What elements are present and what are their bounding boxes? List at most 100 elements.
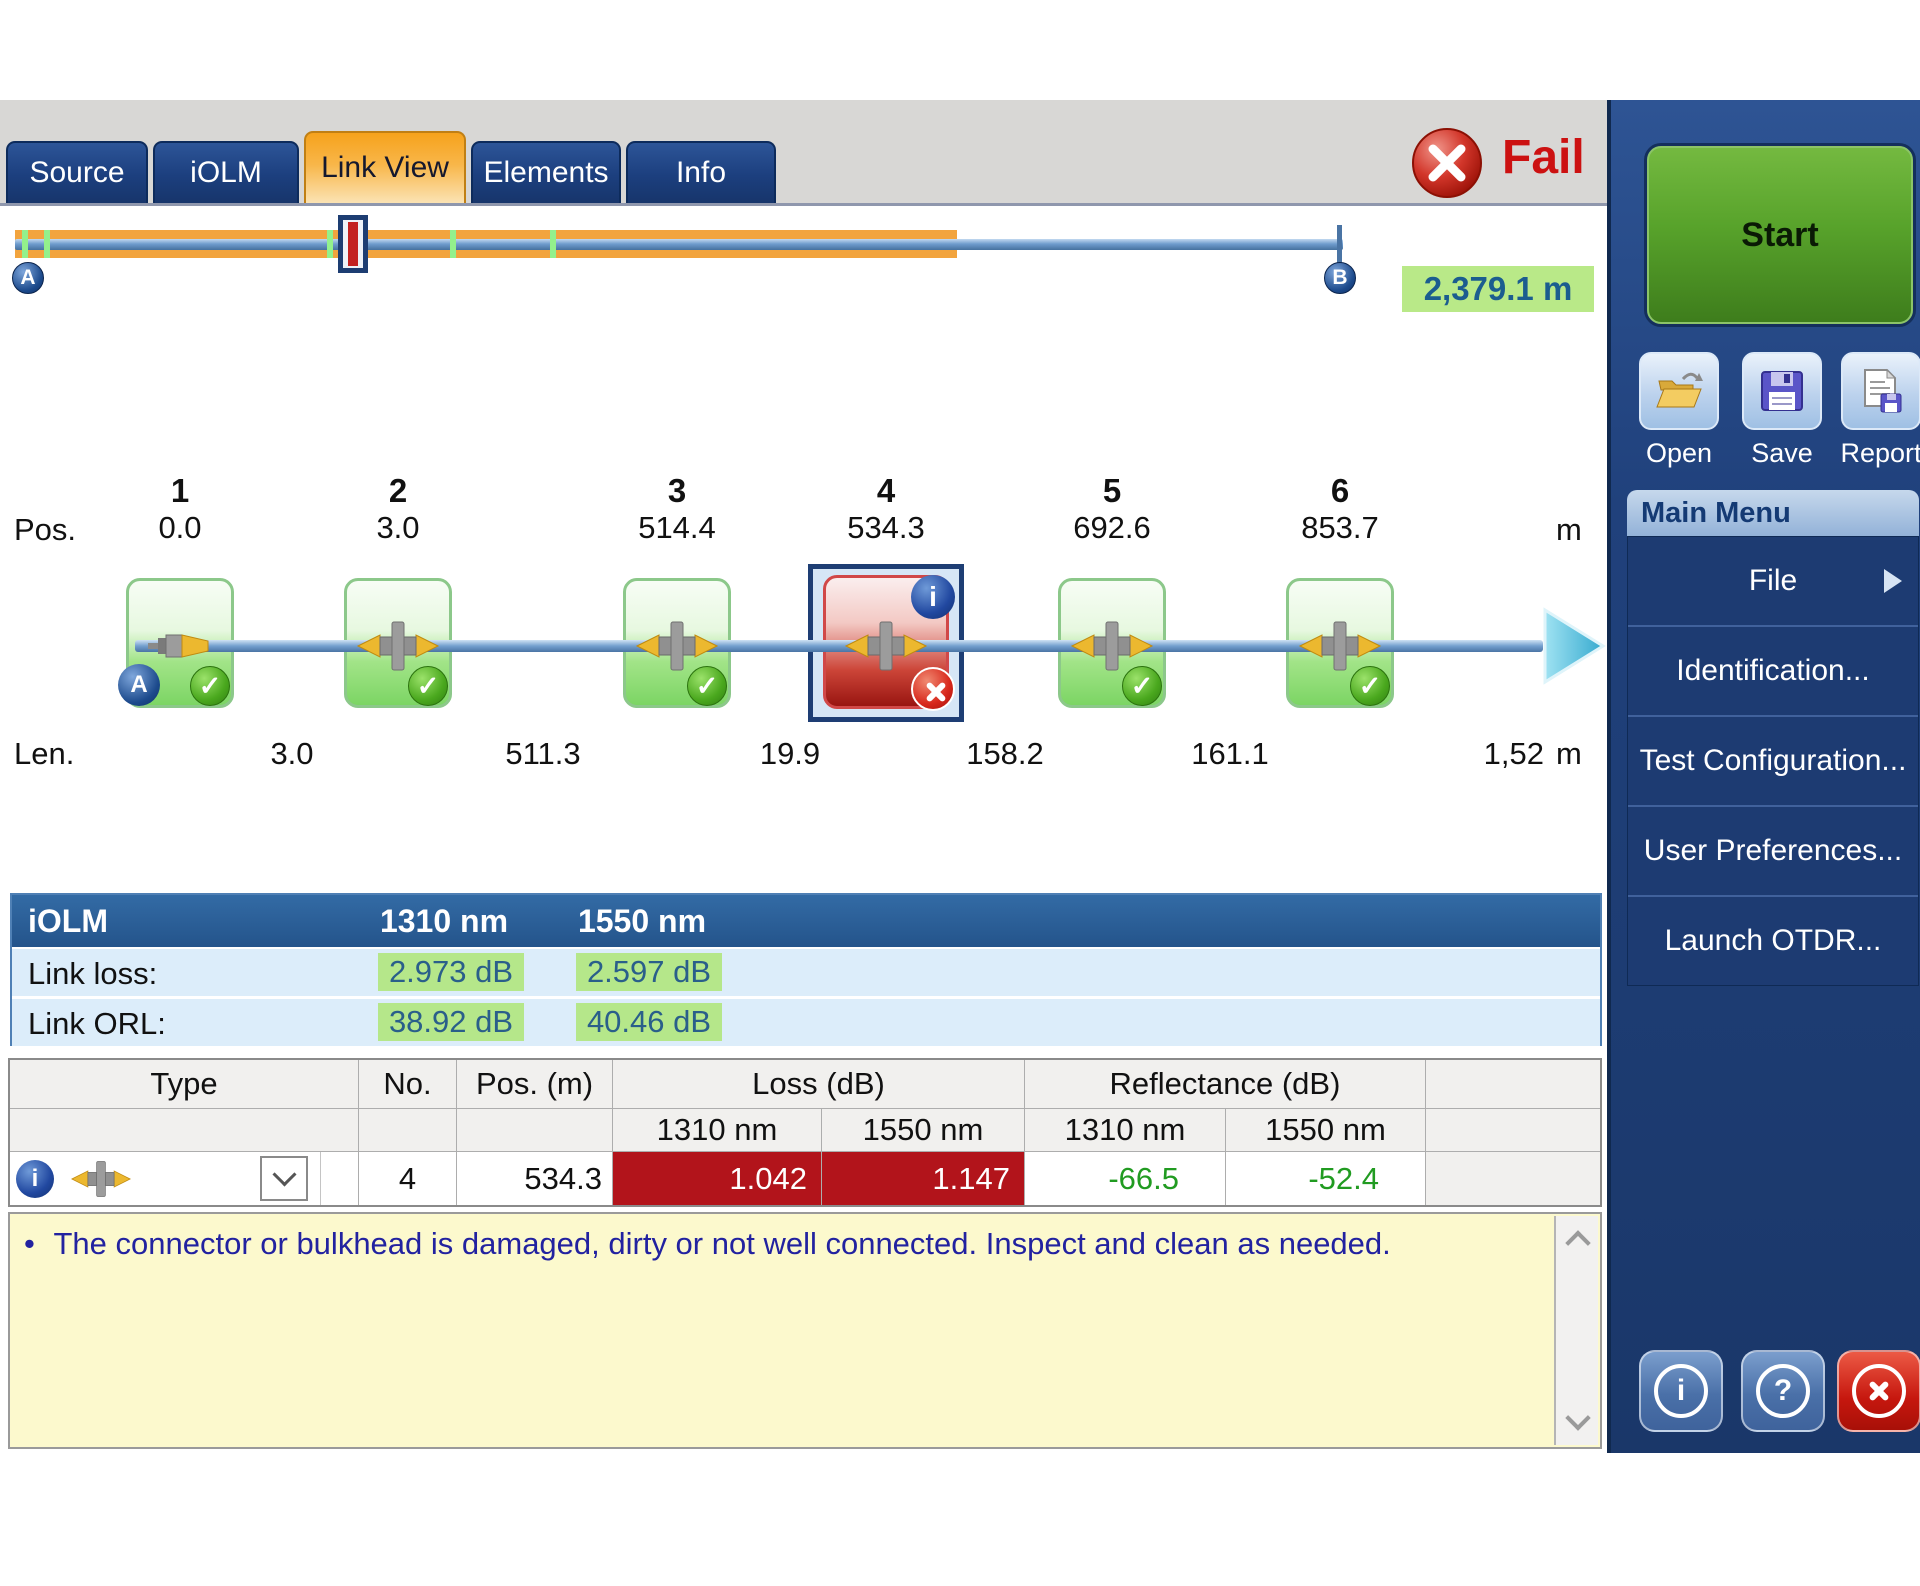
element-info-badge[interactable]: i [911,575,955,619]
element-number: 3 [667,472,687,509]
col-header-reflectance: Reflectance (dB) [1025,1060,1426,1109]
summary-col-1310: 1310 nm [379,903,509,939]
main-menu-items: File Identification... Test Configuratio… [1627,536,1919,986]
element-number: 2 [388,472,408,509]
row-type-cell[interactable]: i [10,1152,359,1205]
col-header-spacer [1426,1060,1600,1109]
menu-item-label: Identification... [1676,654,1870,687]
info-icon: i [1654,1364,1708,1418]
element-position: 3.0 [376,510,420,545]
subheader-loss-1310: 1310 nm [613,1109,822,1152]
element-number: 5 [1102,472,1122,509]
link-loss-1550-value: 2.597 dB [576,953,722,991]
row-connector-icon [66,1158,136,1200]
fiber-link-line [135,640,1543,652]
link-orl-1550-value: 40.46 dB [576,1003,722,1041]
subheader-refl-1310: 1310 nm [1025,1109,1226,1152]
diagnostic-message-text: The connector or bulkhead is damaged, di… [53,1226,1391,1261]
element-number: 1 [170,472,190,509]
close-button[interactable] [1837,1350,1920,1432]
message-scrollbar[interactable] [1554,1216,1598,1445]
connector-icon [838,618,934,674]
help-button[interactable]: ? [1741,1350,1825,1432]
element-pass-badge: ✓ [1122,666,1162,706]
info-button[interactable]: i [1639,1350,1723,1432]
diagnostic-message-panel: • The connector or bulkhead is damaged, … [8,1212,1602,1449]
subheader-pos-blank [457,1109,613,1152]
section-length-clipped: 1,52 [1483,736,1544,771]
section-length: 19.9 [759,736,821,771]
overview-element-tick [44,230,50,258]
tab-elements[interactable]: Elements [471,141,621,203]
main-menu-title: Main Menu [1627,490,1919,536]
overview-element-tick [327,230,333,258]
tab-iolm[interactable]: iOLM [153,141,299,203]
submenu-arrow-icon [1884,569,1902,593]
row-no-cell: 4 [359,1152,457,1205]
element-pass-badge: ✓ [190,666,230,706]
tab-label: iOLM [190,156,262,189]
scroll-up-icon[interactable] [1565,1230,1591,1256]
subheader-spacer [1426,1109,1600,1152]
save-floppy-icon [1761,371,1803,411]
menu-item-label: Launch OTDR... [1664,924,1882,957]
tab-label: Link View [321,151,449,184]
overview-element-tick [22,230,28,258]
bullet: • [24,1226,35,1261]
start-button[interactable]: Start [1647,146,1913,324]
menu-item-identification[interactable]: Identification... [1628,627,1918,717]
control-panel: Start [1607,100,1920,1453]
overview-element-tick [550,230,556,258]
element-position: 514.4 [638,510,716,545]
tab-link-view[interactable]: Link View [304,131,466,203]
pos-row-label: Pos. [14,512,77,547]
row-refl-1310-cell: -66.5 [1025,1152,1226,1205]
menu-item-launch-otdr[interactable]: Launch OTDR... [1628,897,1918,985]
element-fail-badge [911,667,955,711]
type-dropdown[interactable] [260,1156,308,1201]
type-cell-divider [320,1152,321,1205]
element-number: 6 [1330,472,1350,509]
save-button[interactable] [1742,352,1822,430]
marker-b-badge: B [1324,262,1356,294]
element-position: 0.0 [158,510,202,545]
element-pass-badge: ✓ [408,666,448,706]
element-detail-table: Type No. Pos. (m) Loss (dB) Reflectance … [8,1058,1602,1207]
col-header-no: No. [359,1060,457,1109]
menu-item-user-preferences[interactable]: User Preferences... [1628,807,1918,897]
tab-label: Info [675,156,727,189]
overview-selected-marker[interactable] [338,215,368,273]
menu-item-test-configuration[interactable]: Test Configuration... [1628,717,1918,807]
section-length: 511.3 [505,736,581,771]
summary-header-row: iOLM 1310 nm 1550 nm [12,895,1600,947]
report-button[interactable] [1841,352,1920,430]
len-row-label: Len. [14,736,75,771]
menu-item-label: File [1748,564,1798,597]
marker-a-badge: A [12,262,44,294]
pos-unit: m [1556,512,1582,547]
section-length: 3.0 [270,736,314,771]
main-menu: Main Menu File Identification... Test Co… [1627,490,1919,986]
menu-item-label: User Preferences... [1643,834,1903,867]
element-position: 853.7 [1301,510,1379,545]
total-link-length: 2,379.1 m [1402,266,1594,312]
summary-col-1550: 1550 nm [577,903,707,939]
scroll-down-icon[interactable] [1565,1405,1591,1431]
fail-status-label: Fail [1502,131,1585,184]
summary-title: iOLM [28,903,108,939]
help-icon: ? [1756,1364,1810,1418]
col-header-loss: Loss (dB) [613,1060,1025,1109]
link-orl-label: Link ORL: [28,1006,166,1041]
tab-bar: Source iOLM Link View Elements Info [6,131,776,203]
tab-source[interactable]: Source [6,141,148,203]
menu-item-file[interactable]: File [1628,537,1918,627]
col-header-pos: Pos. (m) [457,1060,613,1109]
section-length: 161.1 [1191,736,1269,771]
section-length: 158.2 [966,736,1044,771]
open-button[interactable] [1639,352,1719,430]
tab-info[interactable]: Info [626,141,776,203]
element-pass-badge: ✓ [687,666,727,706]
menu-item-label: Test Configuration... [1639,744,1907,777]
row-info-icon[interactable]: i [16,1160,54,1198]
